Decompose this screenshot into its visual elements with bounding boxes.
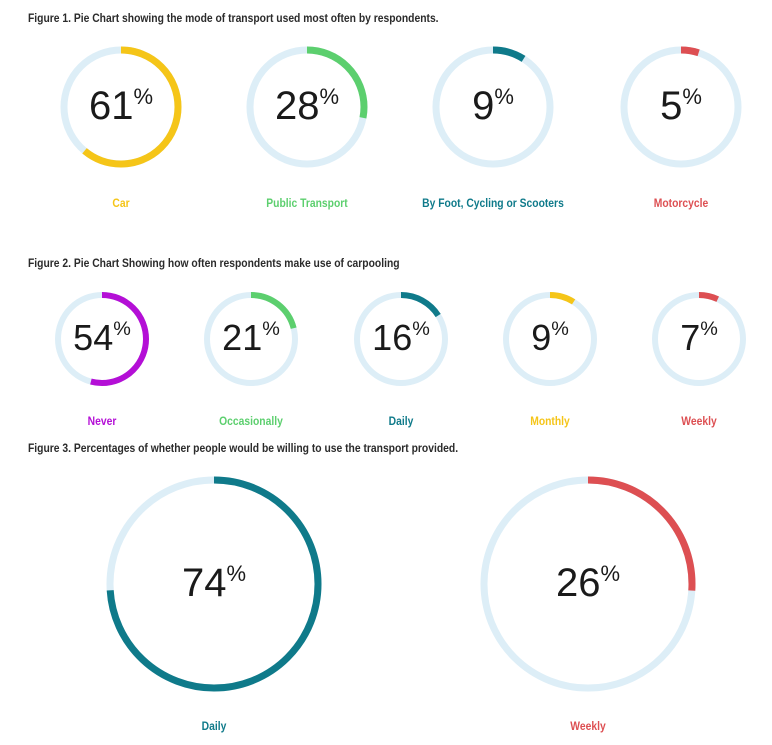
- percent-symbol: %: [113, 318, 131, 341]
- percent-number: 28: [274, 84, 320, 128]
- donut-1-3: 9%: [500, 289, 600, 389]
- donut-0-3: 5%: [617, 43, 745, 171]
- slice-label: Daily: [201, 719, 227, 733]
- percent-symbol: %: [494, 84, 514, 109]
- slice-label: Public Transport: [266, 196, 348, 210]
- slice-label: By Foot, Cycling or Scooters: [422, 196, 564, 210]
- donut-svg: [204, 292, 298, 386]
- donut-svg: [480, 476, 696, 692]
- donut-svg: [106, 476, 322, 692]
- donut-1-2: 16%: [351, 289, 451, 389]
- percent-value: 54%: [52, 317, 152, 358]
- donut-svg: [246, 46, 368, 168]
- donut-svg: [60, 46, 182, 168]
- percent-symbol: %: [682, 84, 702, 109]
- percent-value: 16%: [351, 317, 451, 358]
- percent-symbol: %: [319, 84, 340, 109]
- donut-svg: [354, 292, 448, 386]
- donut-svg: [55, 292, 149, 386]
- percent-value: 61%: [57, 83, 185, 129]
- slice-label: Never: [87, 414, 117, 428]
- percent-symbol: %: [600, 561, 621, 586]
- percent-number: 5: [660, 84, 683, 128]
- percent-number: 54: [73, 317, 114, 359]
- percent-value: 28%: [243, 83, 371, 129]
- donut-2-1: 26%: [477, 473, 699, 695]
- figure-1-title: Figure 1. Pie Chart showing the mode of …: [28, 11, 439, 25]
- donut-0-1: 28%: [243, 43, 371, 171]
- percent-value: 9%: [500, 317, 600, 358]
- slice-label: Motorcycle: [653, 196, 709, 210]
- percent-number: 74: [181, 561, 227, 605]
- percent-number: 7: [680, 317, 701, 359]
- percent-number: 61: [88, 84, 134, 128]
- slice-label: Daily: [388, 414, 414, 428]
- donut-0-2: 9%: [429, 43, 557, 171]
- donut-svg: [432, 46, 554, 168]
- donut-2-0: 74%: [103, 473, 325, 695]
- donut-arc-weekly: [652, 292, 746, 386]
- donut-svg: [620, 46, 742, 168]
- slice-label: Car: [112, 196, 130, 210]
- percent-symbol: %: [551, 318, 569, 341]
- percent-number: 16: [372, 317, 413, 359]
- percent-value: 26%: [477, 560, 699, 606]
- donut-arc-weekly: [480, 476, 696, 692]
- donut-1-4: 7%: [649, 289, 749, 389]
- donut-arc-never: [55, 292, 149, 386]
- slice-label: Occasionally: [219, 414, 283, 428]
- donut-0-0: 61%: [57, 43, 185, 171]
- percent-value: 21%: [201, 317, 301, 358]
- percent-value: 9%: [429, 83, 557, 129]
- donut-arc-public-transport: [246, 46, 368, 168]
- donut-arc-monthly: [503, 292, 597, 386]
- donut-1-1: 21%: [201, 289, 301, 389]
- donut-svg: [652, 292, 746, 386]
- figure-3-title: Figure 3. Percentages of whether people …: [28, 441, 459, 455]
- percent-symbol: %: [412, 318, 430, 341]
- percent-number: 26: [555, 561, 601, 605]
- donut-arc-car: [60, 46, 182, 168]
- slice-label: Monthly: [530, 414, 570, 428]
- percent-value: 74%: [103, 560, 325, 606]
- percent-symbol: %: [133, 84, 154, 109]
- percent-symbol: %: [700, 318, 718, 341]
- donut-arc-daily: [354, 292, 448, 386]
- donut-1-0: 54%: [52, 289, 152, 389]
- slice-label: Weekly: [681, 414, 717, 428]
- donut-arc-daily: [106, 476, 322, 692]
- donut-arc-by-foot-cycling-or-scooters: [432, 46, 554, 168]
- percent-symbol: %: [262, 318, 280, 341]
- donut-arc-occasionally: [204, 292, 298, 386]
- percent-value: 5%: [617, 83, 745, 129]
- donut-svg: [503, 292, 597, 386]
- percent-symbol: %: [226, 561, 247, 586]
- slice-label: Weekly: [570, 719, 606, 733]
- figure-2-title: Figure 2. Pie Chart Showing how often re…: [28, 256, 400, 270]
- percent-number: 9: [472, 84, 495, 128]
- percent-number: 9: [531, 317, 552, 359]
- donut-arc-motorcycle: [620, 46, 742, 168]
- percent-number: 21: [222, 317, 263, 359]
- percent-value: 7%: [649, 317, 749, 358]
